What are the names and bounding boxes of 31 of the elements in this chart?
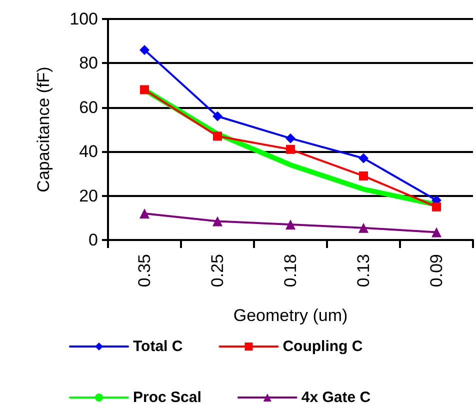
x-axis-title: Geometry (um) (233, 306, 348, 325)
x-tick-label: 0.09 (427, 254, 446, 288)
point (286, 144, 295, 154)
y-axis-title: Capacitance (fF) (34, 66, 53, 192)
y-tick-label: 0 (88, 230, 98, 250)
point (432, 202, 441, 212)
legend-label: Proc Scal (133, 389, 202, 406)
y-tick-label: 80 (79, 54, 98, 73)
x-tick-label: 0.35 (135, 254, 154, 288)
point (212, 216, 222, 226)
point (140, 85, 149, 94)
legend-label: Total C (133, 338, 183, 355)
legend-label: 4x Gate C (301, 389, 371, 406)
point (286, 133, 296, 144)
point (358, 153, 368, 164)
x-tick-label: 0.25 (208, 254, 227, 288)
legend-label: Coupling C (282, 338, 363, 355)
y-tick-label: 40 (79, 142, 98, 162)
point (359, 171, 368, 180)
point (140, 44, 150, 55)
point (140, 208, 150, 218)
y-tick-label: 60 (79, 98, 98, 117)
point (212, 111, 222, 122)
x-tick-label: 0.13 (354, 254, 373, 288)
point (213, 132, 222, 141)
x-tick-label: 0.18 (281, 254, 300, 288)
y-tick-label: 100 (70, 10, 98, 28)
point (358, 222, 368, 233)
y-tick-label: 20 (79, 186, 98, 206)
point (286, 220, 296, 230)
point (432, 227, 442, 238)
